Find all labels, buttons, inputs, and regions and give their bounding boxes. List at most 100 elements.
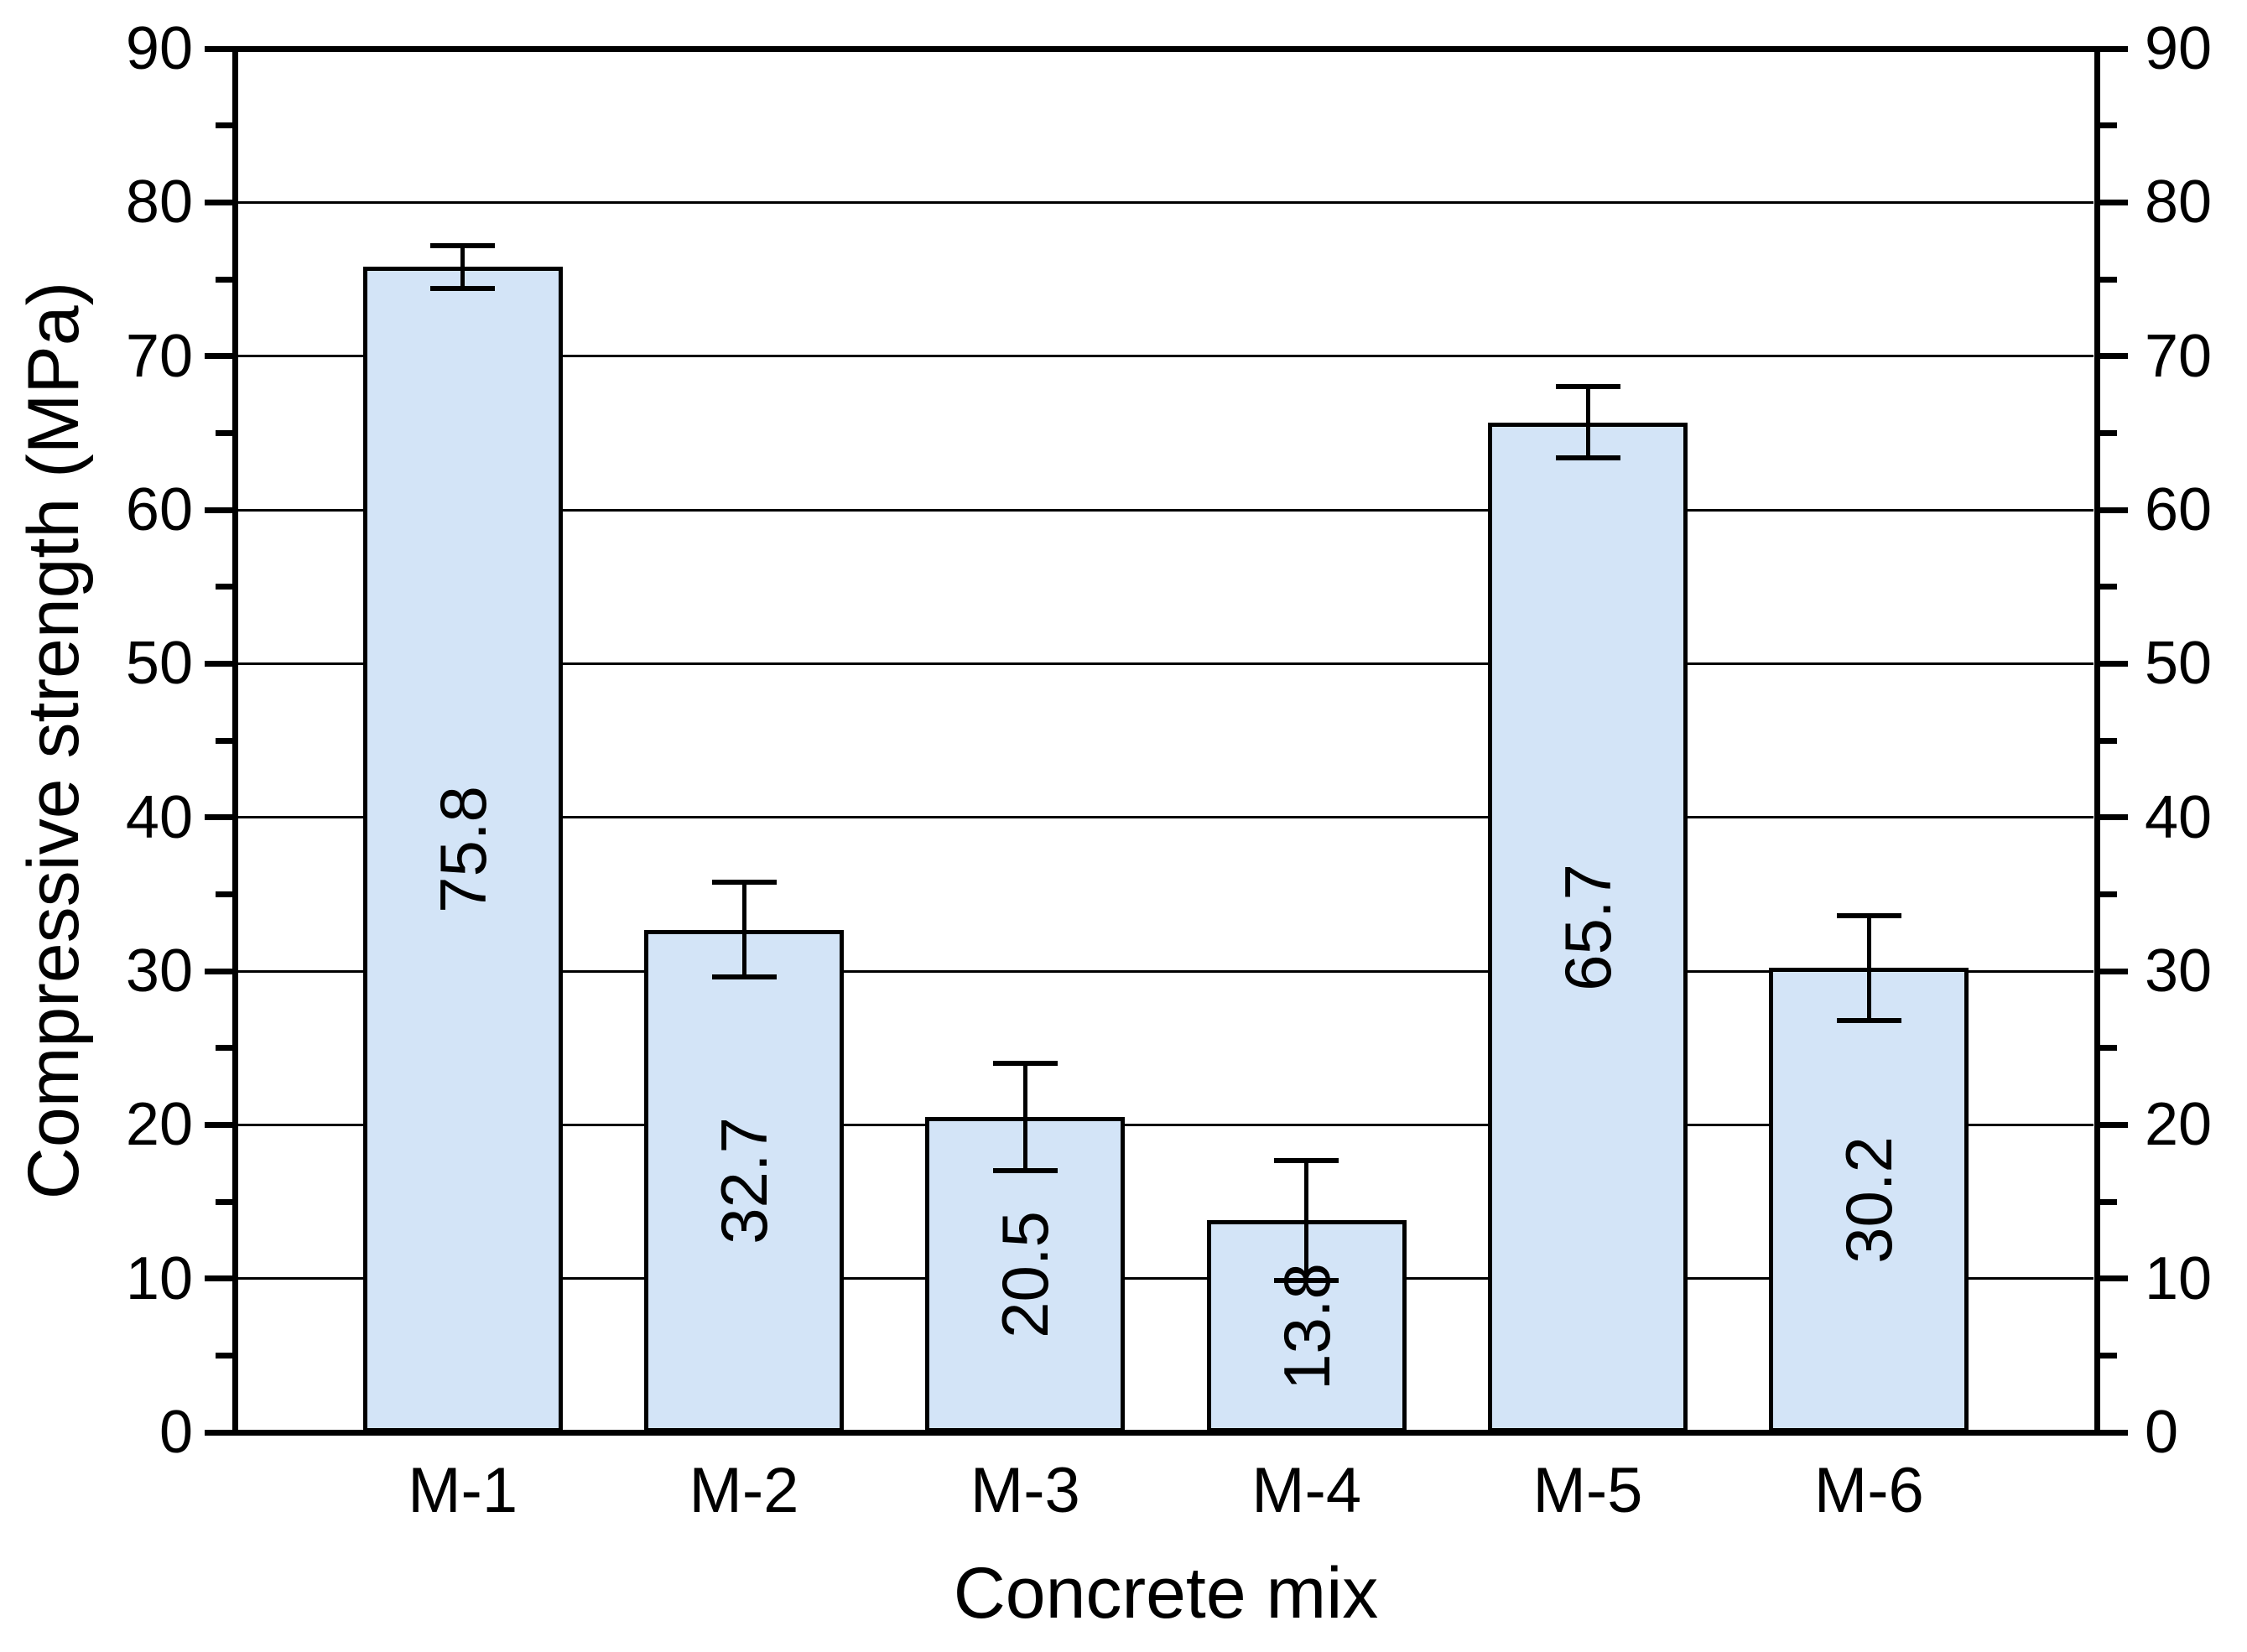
- bar-value-label: 20.5: [988, 1211, 1063, 1338]
- y-tick-major-left: [204, 353, 232, 360]
- y-tick-minor-left: [215, 891, 232, 897]
- error-bar-cap-top: [1274, 1157, 1339, 1163]
- gridline: [238, 662, 2094, 665]
- y-tick-label-left: 90: [125, 15, 193, 82]
- y-tick-major-left: [204, 45, 232, 52]
- error-bar-cap-bottom: [711, 974, 777, 980]
- error-bar-cap-bottom: [992, 1168, 1058, 1174]
- y-tick-label-right: 30: [2145, 938, 2213, 1005]
- y-tick-label-left: 20: [125, 1091, 193, 1159]
- y-tick-minor-left: [215, 429, 232, 436]
- y-tick-label-right: 60: [2145, 476, 2213, 543]
- error-bar-cap-bottom: [430, 286, 496, 291]
- category-label: M-3: [970, 1455, 1080, 1526]
- gridline: [238, 1277, 2094, 1281]
- y-axis-title: Compressive strength (MPa): [13, 281, 94, 1200]
- y-tick-major-right: [2099, 1429, 2128, 1436]
- category-label: M-4: [1251, 1455, 1362, 1526]
- y-tick-major-left: [204, 1275, 232, 1282]
- y-tick-minor-right: [2099, 276, 2117, 283]
- error-bar-cap-top: [711, 879, 777, 885]
- category-label: M-6: [1813, 1455, 1924, 1526]
- gridline: [238, 355, 2094, 358]
- y-tick-major-right: [2099, 1121, 2128, 1128]
- y-tick-label-left: 30: [125, 938, 193, 1005]
- bar: [362, 267, 563, 1432]
- y-tick-major-left: [204, 968, 232, 974]
- y-tick-major-right: [2099, 814, 2128, 821]
- x-axis-title: Concrete mix: [953, 1553, 1379, 1634]
- y-tick-major-right: [2099, 353, 2128, 360]
- bar-value-label: 32.7: [707, 1117, 781, 1245]
- y-tick-major-right: [2099, 968, 2128, 974]
- y-tick-label-left: 70: [125, 322, 193, 390]
- y-tick-label-right: 10: [2145, 1244, 2213, 1312]
- gridline: [238, 816, 2094, 819]
- category-label: M-1: [408, 1455, 518, 1526]
- y-tick-label-left: 50: [125, 630, 193, 698]
- error-bar-cap-top: [992, 1061, 1058, 1066]
- error-bar-cap-top: [430, 242, 496, 248]
- y-tick-major-left: [204, 507, 232, 513]
- category-label: M-2: [689, 1455, 799, 1526]
- y-tick-major-left: [204, 814, 232, 821]
- y-tick-minor-left: [215, 276, 232, 283]
- y-tick-label-right: 80: [2145, 169, 2213, 236]
- y-tick-minor-left: [215, 584, 232, 590]
- y-tick-minor-left: [215, 737, 232, 744]
- error-bar-cap-top: [1555, 384, 1620, 390]
- y-tick-label-right: 90: [2145, 15, 2213, 82]
- error-bar: [1022, 1063, 1027, 1171]
- gridline: [238, 200, 2094, 204]
- y-tick-major-right: [2099, 660, 2128, 667]
- error-bar-cap-bottom: [1836, 1017, 1901, 1023]
- gridline: [238, 1123, 2094, 1126]
- error-bar-cap-top: [1836, 913, 1901, 918]
- y-tick-minor-right: [2099, 122, 2117, 129]
- y-tick-major-left: [204, 1429, 232, 1436]
- y-tick-label-left: 0: [159, 1399, 193, 1466]
- error-bar: [1585, 387, 1590, 458]
- y-tick-label-left: 80: [125, 169, 193, 236]
- y-tick-major-right: [2099, 507, 2128, 513]
- y-tick-minor-left: [215, 1352, 232, 1358]
- y-tick-label-right: 20: [2145, 1091, 2213, 1159]
- bar: [644, 929, 844, 1432]
- y-tick-major-left: [204, 660, 232, 667]
- gridline: [238, 508, 2094, 512]
- y-tick-minor-right: [2099, 737, 2117, 744]
- error-bar: [741, 881, 746, 978]
- y-tick-label-right: 0: [2145, 1399, 2179, 1466]
- y-tick-minor-left: [215, 1045, 232, 1052]
- y-tick-label-left: 60: [125, 476, 193, 543]
- y-tick-label-left: 10: [125, 1244, 193, 1312]
- y-tick-minor-right: [2099, 584, 2117, 590]
- error-bar: [1304, 1160, 1309, 1281]
- y-tick-label-right: 40: [2145, 783, 2213, 851]
- y-tick-minor-right: [2099, 1198, 2117, 1205]
- bar: [1769, 968, 1969, 1432]
- y-tick-minor-right: [2099, 891, 2117, 897]
- error-bar: [1866, 916, 1871, 1021]
- y-tick-label-right: 70: [2145, 322, 2213, 390]
- bar-value-label: 30.2: [1832, 1136, 1906, 1265]
- bar: [1488, 422, 1688, 1432]
- y-tick-major-left: [204, 199, 232, 205]
- y-tick-minor-right: [2099, 1352, 2117, 1358]
- y-tick-label-left: 40: [125, 783, 193, 851]
- bar-value-label: 75.8: [425, 786, 500, 914]
- y-tick-minor-left: [215, 1198, 232, 1205]
- gridline: [238, 969, 2094, 973]
- bar-value-label: 65.7: [1551, 863, 1625, 991]
- y-tick-major-left: [204, 1121, 232, 1128]
- error-bar: [460, 245, 466, 288]
- error-bar-cap-bottom: [1555, 455, 1620, 460]
- y-tick-major-right: [2099, 1275, 2128, 1282]
- y-tick-label-right: 50: [2145, 630, 2213, 698]
- category-label: M-5: [1532, 1455, 1643, 1526]
- y-tick-minor-left: [215, 122, 232, 129]
- y-tick-minor-right: [2099, 1045, 2117, 1052]
- error-bar-cap-bottom: [1274, 1277, 1339, 1283]
- y-tick-minor-right: [2099, 429, 2117, 436]
